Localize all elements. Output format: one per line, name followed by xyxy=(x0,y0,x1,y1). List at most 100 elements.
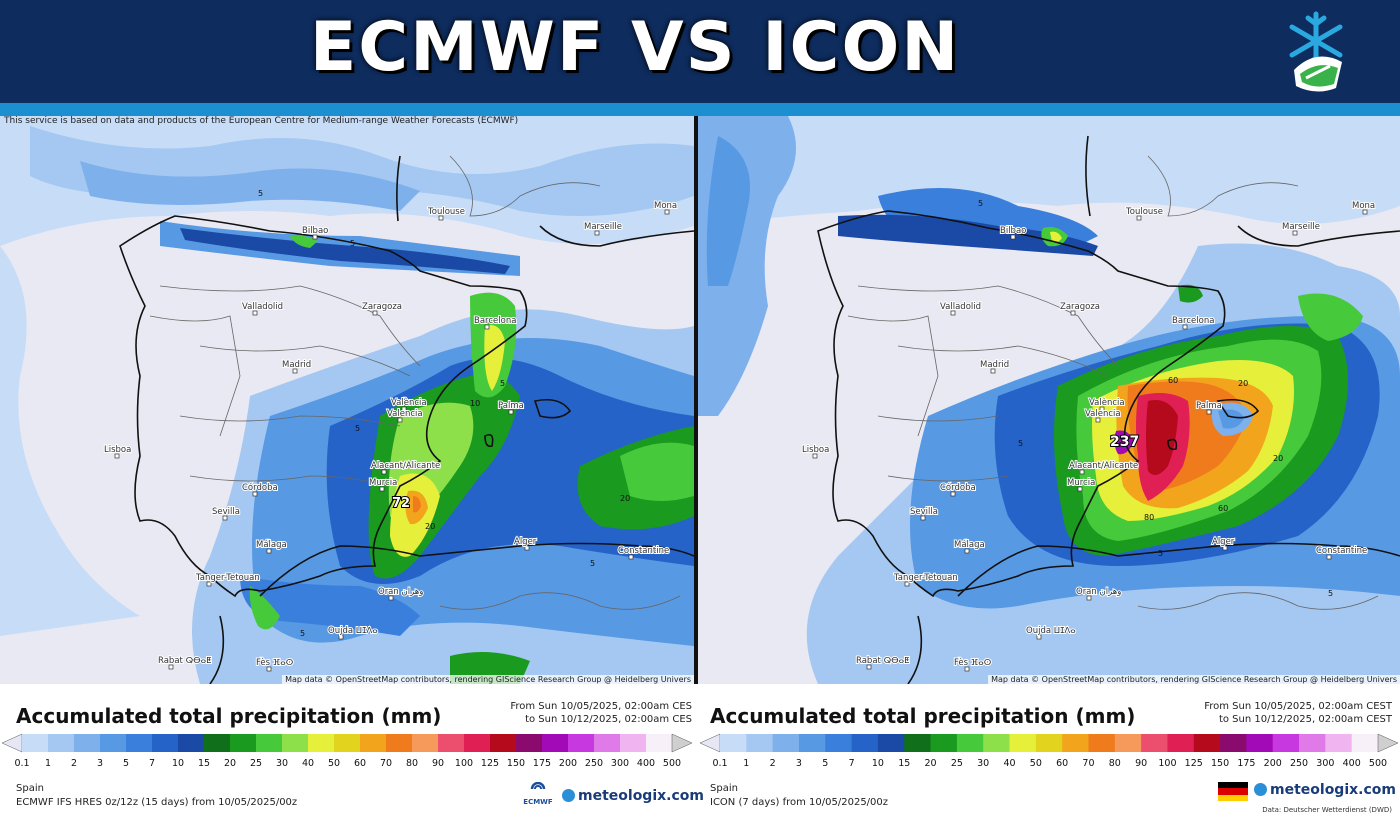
svg-text:5: 5 xyxy=(590,559,595,568)
city-marker xyxy=(266,666,272,672)
city-label: Mona xyxy=(1352,201,1375,211)
scale-tick-label: 400 xyxy=(1342,758,1361,769)
city-marker xyxy=(1095,417,1101,423)
scale-tick-label: 5 xyxy=(122,758,130,769)
city-label: València xyxy=(1089,397,1125,408)
city-marker xyxy=(990,368,996,374)
borders xyxy=(149,155,681,610)
city-marker xyxy=(381,469,387,475)
city-label: Barcelona xyxy=(1172,316,1214,326)
city-marker xyxy=(524,545,530,551)
city-label: Valladolid xyxy=(940,302,981,312)
scale-tick-label: 1 xyxy=(44,758,52,769)
scale-swatch xyxy=(798,734,826,752)
scale-swatch xyxy=(877,734,905,752)
scale-tick-label: 40 xyxy=(301,758,315,769)
city-label: Constantine xyxy=(618,546,669,556)
city-marker xyxy=(222,515,228,521)
city-label: Murcia xyxy=(1067,478,1095,488)
scale-swatch xyxy=(152,734,179,752)
city-label: Alger xyxy=(514,537,537,547)
city-marker xyxy=(1036,634,1042,640)
scale-tick-label: 0.1 xyxy=(712,758,728,769)
city-label: Palma xyxy=(1196,401,1222,411)
icon-precipitation-map[interactable]: 5 5 60 20 60 80 20 5 5 237 Toulouse Marseille Mo… xyxy=(698,116,1400,684)
city-label: Barcelona xyxy=(474,316,516,326)
city-marker xyxy=(401,406,407,412)
scale-tick-label: 20 xyxy=(924,758,937,769)
scale-tick-label: 125 xyxy=(1184,758,1203,769)
color-scale-bar xyxy=(699,733,1399,753)
svg-text:5: 5 xyxy=(258,189,263,198)
model-label: ECMWF IFS HRES 0z/12z (15 days) from 10/… xyxy=(16,797,298,808)
legend-title: Accumulated total precipitation (mm) xyxy=(16,704,442,728)
svg-text:5: 5 xyxy=(500,379,505,388)
city-marker xyxy=(964,666,970,672)
city-label: Valladolid xyxy=(242,302,283,312)
city-label: Oran ‫وهران‬ xyxy=(378,587,423,597)
scale-tick-label: 7 xyxy=(148,758,156,769)
scale-swatch xyxy=(568,734,595,752)
svg-text:5: 5 xyxy=(350,239,355,248)
svg-text:5: 5 xyxy=(1158,549,1163,558)
city-label: Alacant/Alicante xyxy=(371,461,440,471)
city-label: Constantine xyxy=(1316,546,1367,556)
city-marker xyxy=(964,548,970,554)
color-scale-bar xyxy=(1,733,693,753)
scale-arrow-left xyxy=(699,733,721,753)
city-marker xyxy=(397,417,403,423)
city-marker xyxy=(628,554,634,560)
region-label: Spain xyxy=(16,783,44,794)
scale-tick-label: 200 xyxy=(1263,758,1282,769)
precip-shading xyxy=(0,116,694,684)
city-marker xyxy=(1326,554,1332,560)
header-stripe xyxy=(0,103,1400,116)
scale-swatch xyxy=(490,734,517,752)
city-marker xyxy=(252,491,258,497)
scale-swatch xyxy=(1272,734,1300,752)
scale-swatch xyxy=(1009,734,1037,752)
svg-text:80: 80 xyxy=(1144,513,1154,522)
scale-tick-label: 10 xyxy=(171,758,185,769)
ecmwf-precipitation-map[interactable]: 5 5 5 10 20 5 20 5 5 72 Toulouse Marseille Mona B… xyxy=(0,116,694,684)
scale-swatch xyxy=(1167,734,1195,752)
scale-tick-label: 1 xyxy=(743,758,750,769)
svg-text:5: 5 xyxy=(1018,439,1023,448)
scale-tick-label: 250 xyxy=(1289,758,1309,769)
city-label: Bilbao xyxy=(1000,226,1026,236)
scale-swatch xyxy=(956,734,984,752)
city-label: Rabat ⵕⴱⴰⵟ xyxy=(158,656,211,666)
map-attribution: Map data © OpenStreetMap contributors, r… xyxy=(988,675,1400,684)
scale-swatch xyxy=(1325,734,1353,752)
city-label: Oujda ⵡⵊⴷⴰ xyxy=(328,626,378,636)
scale-tick-label: 25 xyxy=(249,758,263,769)
city-marker xyxy=(484,324,490,330)
city-labels: Toulouse Marseille Mona Bilbao Valladolid Zar… xyxy=(103,200,678,672)
city-marker xyxy=(438,215,444,221)
scale-swatch xyxy=(100,734,127,752)
scale-tick-label: 250 xyxy=(584,758,604,769)
contour-labels: 5 5 5 10 20 5 20 5 5 xyxy=(258,189,630,638)
scale-swatch xyxy=(386,734,413,752)
city-label: Marseille xyxy=(584,222,622,232)
scale-swatch xyxy=(412,734,439,752)
scale-swatch xyxy=(1193,734,1221,752)
scale-swatch xyxy=(904,734,932,752)
scale-swatch xyxy=(360,734,387,752)
city-marker xyxy=(114,453,120,459)
meteologix-brand[interactable]: meteologix.com xyxy=(1254,782,1396,798)
scale-tick-label: 500 xyxy=(662,758,682,769)
scale-tick-label: 70 xyxy=(1082,758,1095,769)
city-marker xyxy=(206,581,212,587)
scale-tick-label: 30 xyxy=(977,758,990,769)
header-bar: ECMWF VS ICON xyxy=(0,0,1400,103)
scale-tick-label: 3 xyxy=(795,758,802,769)
svg-text:20: 20 xyxy=(1238,379,1248,388)
scale-tick-label: 20 xyxy=(223,758,237,769)
color-scale-ticks: 0.1 1 2 3 5 7 10 15 20 25 30 40 50 60 70 80 90 100 125 150 1… xyxy=(0,758,694,772)
svg-text:5: 5 xyxy=(978,199,983,208)
city-marker xyxy=(1182,324,1188,330)
scale-swatch xyxy=(204,734,231,752)
city-label: Alacant/Alicante xyxy=(1069,461,1138,471)
meteologix-brand[interactable]: meteologix.com xyxy=(562,788,704,804)
